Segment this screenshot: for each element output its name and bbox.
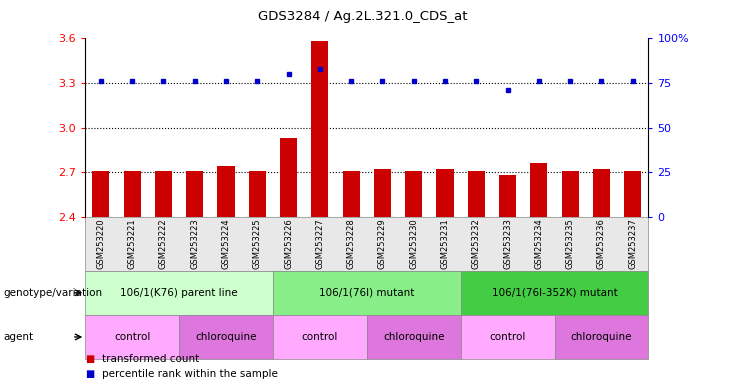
Text: genotype/variation: genotype/variation: [4, 288, 103, 298]
Text: ■: ■: [85, 369, 94, 379]
Bar: [217, 166, 235, 217]
Bar: [624, 171, 641, 217]
Text: 106/1(K76) parent line: 106/1(K76) parent line: [120, 288, 238, 298]
Text: percentile rank within the sample: percentile rank within the sample: [102, 369, 277, 379]
Bar: [499, 175, 516, 217]
Text: ■: ■: [85, 354, 94, 364]
Text: chloroquine: chloroquine: [571, 332, 632, 342]
Bar: [311, 41, 328, 217]
Bar: [373, 169, 391, 217]
Bar: [249, 171, 266, 217]
Bar: [531, 164, 548, 217]
Text: transformed count: transformed count: [102, 354, 199, 364]
Bar: [342, 171, 359, 217]
Text: GDS3284 / Ag.2L.321.0_CDS_at: GDS3284 / Ag.2L.321.0_CDS_at: [259, 10, 468, 23]
Bar: [562, 171, 579, 217]
Text: chloroquine: chloroquine: [383, 332, 445, 342]
Text: agent: agent: [4, 332, 34, 342]
Text: control: control: [489, 332, 526, 342]
Bar: [405, 171, 422, 217]
Bar: [155, 171, 172, 217]
Bar: [593, 169, 610, 217]
Bar: [436, 169, 453, 217]
Text: 106/1(76I) mutant: 106/1(76I) mutant: [319, 288, 414, 298]
Bar: [186, 171, 203, 217]
Bar: [468, 171, 485, 217]
Text: 106/1(76I-352K) mutant: 106/1(76I-352K) mutant: [491, 288, 617, 298]
Bar: [92, 171, 110, 217]
Bar: [124, 171, 141, 217]
Text: chloroquine: chloroquine: [196, 332, 256, 342]
Text: control: control: [114, 332, 150, 342]
Bar: [280, 138, 297, 217]
Text: control: control: [302, 332, 338, 342]
